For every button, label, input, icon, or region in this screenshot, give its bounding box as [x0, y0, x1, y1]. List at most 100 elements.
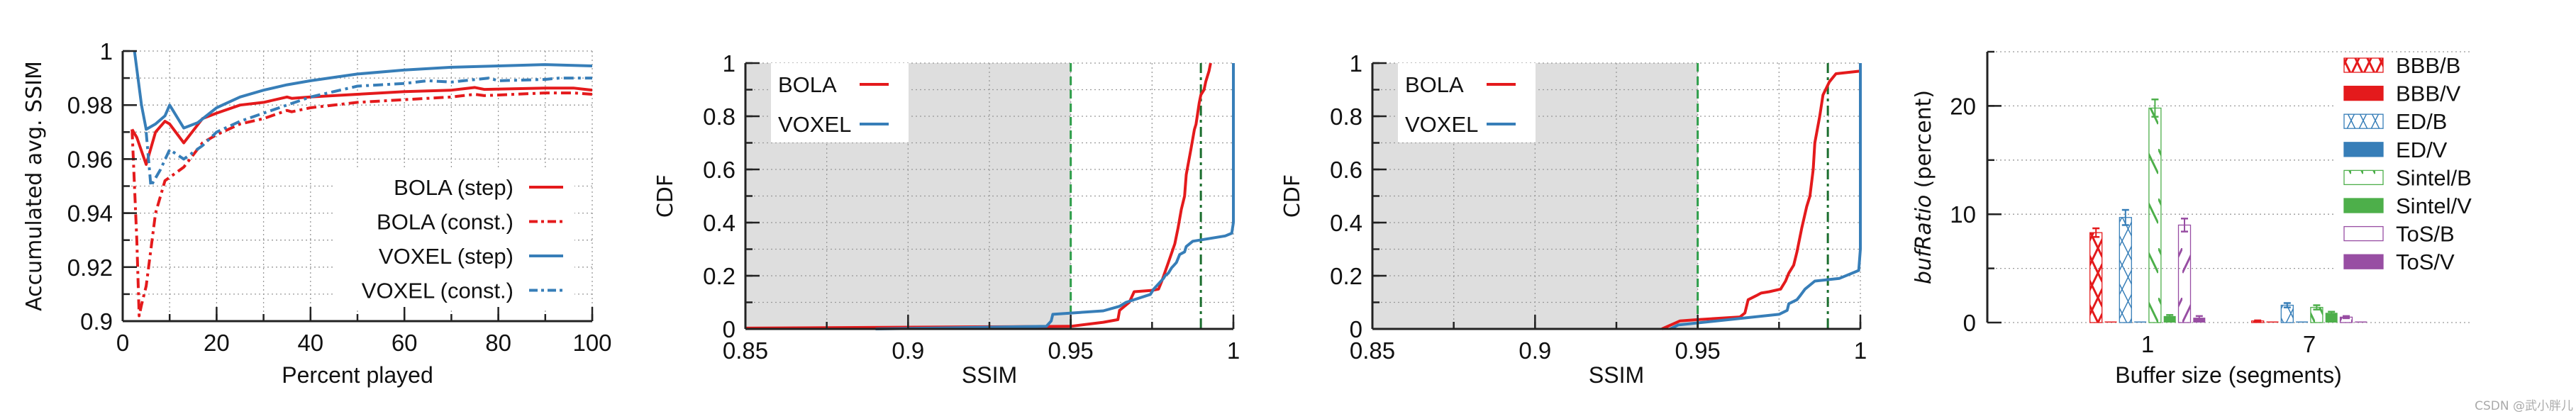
error-bar	[2254, 319, 2262, 323]
error-bar	[2092, 227, 2100, 238]
x-tick-label: 20	[204, 330, 230, 356]
x-tick-label: 0.9	[1519, 337, 1551, 364]
series-line-voxel	[875, 63, 1235, 330]
bar-sintel-v-1	[2163, 315, 2176, 323]
x-tick-label: 7	[2303, 331, 2316, 357]
bars	[2089, 98, 2367, 323]
error-bar	[2283, 302, 2291, 308]
y-tick-label: 0.4	[703, 210, 735, 236]
y-tick-label: 0.92	[67, 254, 113, 281]
legend-label: VOXEL (const.)	[362, 279, 513, 303]
series	[131, 50, 592, 318]
legend-swatch	[2343, 198, 2384, 213]
legend-background	[1398, 63, 1536, 142]
x-tick-label: 80	[485, 330, 511, 356]
series-line-bola	[1661, 69, 1861, 330]
bar-bbb-v-7	[2266, 321, 2279, 323]
legend-label: VOXEL (step)	[379, 244, 513, 269]
error-bar	[2343, 315, 2350, 320]
bar-bbb-b-1	[2089, 232, 2103, 323]
bar-ed-b-1	[2119, 217, 2132, 323]
bar-ed-v-1	[2134, 321, 2147, 323]
legend-label: BBB/V	[2396, 82, 2461, 106]
chart-ssim-cdf-1: 0 0.2 0.4 0.6 0.8 1 0.85 0.9 0.95 1 BOLA VOXEL SSIM C…	[653, 50, 1240, 388]
x-tick-label: 1	[1854, 337, 1867, 364]
error-bar	[2121, 208, 2129, 226]
x-axis-label: SSIM	[962, 362, 1017, 388]
legend-label: Sintel/V	[2396, 194, 2472, 218]
legend-swatch	[2343, 85, 2384, 101]
legend-label: BOLA	[1405, 72, 1464, 97]
legend-label: VOXEL	[1405, 112, 1478, 137]
series-line-bola-const	[131, 91, 592, 318]
bar-tos-b-1	[2177, 224, 2192, 323]
y-tick-label: 1	[100, 38, 113, 65]
y-tick-label: 0.8	[703, 103, 735, 130]
y-tick-label: 0	[1963, 310, 1976, 336]
y-tick-label: 0.8	[1330, 103, 1362, 130]
series-line-voxel-step	[133, 50, 592, 131]
chart-accumulated-ssim: 0.9 0.92 0.94 0.96 0.98 1 0 20 40 60 80 100 BOLA (st…	[22, 38, 612, 388]
legend-label: BOLA (const.)	[377, 210, 513, 235]
legend-swatch	[2343, 225, 2384, 242]
x-axis-label: Percent played	[282, 362, 433, 388]
legend: BBB/B BBB/V ED/B ED/V Sintel/B Sintel/V ToS/B T…	[2333, 52, 2475, 279]
legend: BOLA VOXEL	[1405, 72, 1516, 137]
bar-tos-v-7	[2355, 321, 2367, 323]
y-tick-label: 0.2	[1330, 263, 1362, 289]
legend: BOLA (step) BOLA (const.) VOXEL (step) VOXE…	[362, 175, 563, 303]
y-tick-label: 0	[1350, 316, 1362, 342]
legend-label: BOLA	[778, 72, 837, 97]
y-axis-label-italic: bufRatio	[1911, 195, 1936, 284]
x-tick-label: 1	[2141, 331, 2154, 357]
series-line-bola-step	[131, 86, 592, 166]
legend-label: ToS/V	[2396, 250, 2455, 274]
x-tick-label: 0	[116, 330, 129, 356]
x-tick-label: 40	[297, 330, 323, 356]
chart-ssim-cdf-2: 0 0.2 0.4 0.6 0.8 1 0.85 0.9 0.95 1 BOLA VOXEL SSIM C…	[1280, 50, 1867, 388]
y-tick-label: 0.6	[703, 157, 735, 183]
legend-swatch	[2343, 113, 2384, 129]
y-tick-label: 0	[723, 316, 735, 342]
bar-bbb-v-1	[2104, 321, 2117, 323]
y-axis-label: Accumulated avg. SSIM	[22, 61, 47, 311]
series-line-bola	[745, 62, 1212, 330]
bar-sintel-b-1	[2148, 107, 2162, 323]
legend-label: Sintel/B	[2396, 165, 2472, 190]
x-tick-label: 100	[572, 330, 611, 356]
x-tick-label: 0.95	[1675, 337, 1721, 364]
y-tick-label: 0.96	[67, 146, 113, 172]
legend-swatch	[2343, 142, 2384, 157]
y-axis-label: CDF	[1280, 174, 1305, 218]
x-tick-label: 0.9	[892, 337, 924, 364]
error-bar	[2313, 304, 2321, 310]
grid	[745, 62, 1234, 329]
x-tick-label: 60	[392, 330, 418, 356]
x-tick-label: 0.85	[1350, 337, 1395, 364]
legend: BOLA VOXEL	[778, 72, 889, 137]
y-tick-label: 0.4	[1330, 210, 1362, 236]
chart-bufratio: 0 10 20 1 7 BBB/B BBB/V ED/B ED/V Sintel/B Sintel/…	[1911, 50, 2475, 388]
y-axis-label: CDF	[653, 174, 678, 218]
y-tick-label: 20	[1950, 93, 1976, 119]
error-bar	[2181, 218, 2188, 233]
error-bar	[2195, 315, 2203, 320]
error-bar	[2166, 314, 2174, 318]
y-tick-label: 0.9	[80, 308, 113, 335]
legend-swatch	[2343, 169, 2384, 186]
y-tick-label: 1	[1350, 50, 1362, 77]
bar-sintel-v-7	[2325, 313, 2338, 323]
x-tick-label: 1	[1227, 337, 1240, 364]
y-tick-label: 0.6	[1330, 157, 1362, 183]
y-tick-label: 0.98	[67, 92, 113, 118]
y-axis-label-rest: (percent)	[1911, 90, 1936, 195]
x-axis-label: Buffer size (segments)	[2115, 362, 2342, 388]
watermark: CSDN @武小胖儿	[2475, 399, 2573, 413]
y-tick-label: 0.94	[67, 201, 113, 227]
legend-label: BOLA (step)	[394, 175, 513, 200]
series-line-voxel	[1669, 63, 1862, 330]
legend-swatch	[2343, 254, 2384, 269]
bar-ed-v-7	[2296, 321, 2309, 323]
legend-label: ED/B	[2396, 109, 2447, 134]
